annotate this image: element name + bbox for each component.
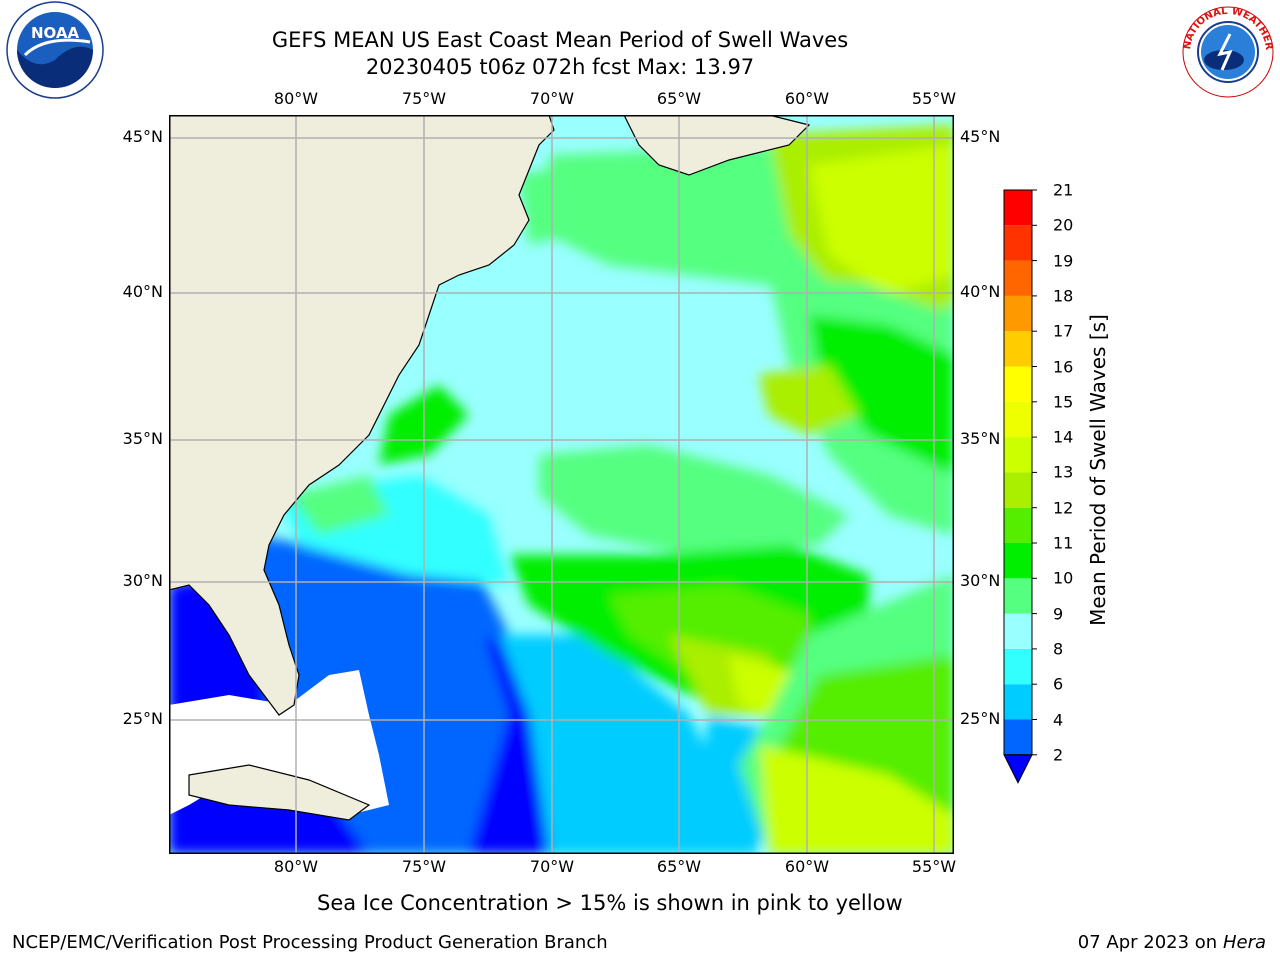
colorbar-segment: [1004, 648, 1032, 685]
lat-label-left: 45°N: [122, 127, 163, 146]
colorbar-tick-label: 10: [1053, 568, 1074, 588]
lat-label-left: 40°N: [122, 282, 163, 301]
lat-label-right: 45°N: [960, 127, 1001, 146]
colorbar-segment: [1004, 437, 1032, 473]
chart-subtitle: 20230405 t06z 072h fcst Max: 13.97: [365, 55, 755, 79]
colorbar-segment: [1004, 366, 1032, 402]
lon-label-bottom: 60°W: [784, 857, 830, 876]
map-frame: [169, 115, 954, 854]
colorbar-segment: [1004, 719, 1032, 755]
colorbar-tick-label: 11: [1053, 533, 1074, 553]
chart-title: GEFS MEAN US East Coast Mean Period of S…: [271, 28, 849, 52]
noaa-logo: NOAA: [0, 0, 110, 105]
lat-label-left: 30°N: [122, 571, 163, 590]
lon-label-top: 60°W: [784, 89, 830, 108]
footer-machine: Hera: [1222, 932, 1266, 953]
colorbar-tick-label: 4: [1053, 710, 1064, 729]
colorbar-segment: [1004, 401, 1032, 438]
lon-label-bottom: 75°W: [401, 857, 447, 876]
colorbar-title: Mean Period of Swell Waves [s]: [1086, 314, 1110, 626]
swell-period-map: [169, 115, 954, 854]
nova-scotia-land: [623, 115, 811, 176]
lon-label-bottom: 65°W: [656, 857, 702, 876]
lat-label-right: 30°N: [960, 571, 1001, 590]
lon-label-bottom: 70°W: [529, 857, 575, 876]
colorbar-segment: [1004, 472, 1032, 508]
north-america-land: [169, 115, 555, 716]
colorbar-tick-label: 18: [1053, 286, 1074, 306]
colorbar-segment: [1004, 613, 1032, 649]
lon-label-bottom: 55°W: [911, 857, 957, 876]
noaa-logo-text: NOAA: [31, 24, 80, 42]
footer-date: 07 Apr 2023 on: [1077, 932, 1223, 953]
colorbar-segment: [1004, 295, 1032, 332]
colorbar-segment: [1004, 225, 1032, 261]
colorbar-tick-label: 6: [1053, 674, 1064, 694]
colorbar-extend-arrow: [1003, 754, 1033, 784]
colorbar: [1003, 189, 1037, 784]
lat-label-right: 40°N: [960, 282, 1001, 301]
sea-ice-note: Sea Ice Concentration > 15% is shown in …: [317, 891, 903, 915]
lat-label-right: 25°N: [960, 709, 1001, 728]
lon-label-top: 65°W: [656, 89, 702, 108]
lat-label-right: 35°N: [960, 429, 1001, 448]
lon-label-top: 55°W: [911, 89, 957, 108]
colorbar-segment: [1004, 190, 1032, 226]
colorbar-segment: [1004, 507, 1032, 543]
colorbar-tick-label: 14: [1053, 427, 1074, 447]
colorbar-segment: [1004, 260, 1032, 296]
lon-label-top: 70°W: [529, 89, 575, 108]
cuba-land: [188, 764, 371, 821]
gridlines: [169, 115, 954, 854]
lat-label-left: 35°N: [122, 429, 163, 448]
colorbar-tick-label: 12: [1053, 498, 1074, 518]
colorbar-tick-label: 21: [1053, 180, 1074, 200]
lon-label-top: 80°W: [273, 89, 319, 108]
colorbar-segment: [1004, 578, 1032, 614]
lon-label-bottom: 80°W: [273, 857, 319, 876]
footer-right: 07 Apr 2023 on Hera: [1078, 932, 1266, 953]
colorbar-tick-label: 20: [1053, 215, 1074, 235]
colorbar-tick-label: 16: [1053, 357, 1074, 376]
colorbar-tick-label: 19: [1053, 251, 1074, 271]
colorbar-segment: [1004, 543, 1032, 579]
colorbar-tick-label: 9: [1053, 604, 1064, 624]
colorbar-segment: [1004, 331, 1032, 367]
lon-label-top: 75°W: [401, 89, 447, 108]
nws-logo: NATIONAL WEATHER SERVICE: [1174, 0, 1278, 104]
colorbar-segment: [1004, 684, 1032, 720]
colorbar-tick-label: 8: [1053, 639, 1064, 659]
colorbar-tick-label: 15: [1053, 392, 1074, 412]
lat-label-left: 25°N: [122, 709, 163, 728]
colorbar-tick-label: 13: [1053, 462, 1074, 482]
colorbar-tick-label: 17: [1053, 321, 1074, 341]
colorbar-tick-label: 2: [1053, 745, 1064, 765]
footer-left: NCEP/EMC/Verification Post Processing Pr…: [12, 932, 608, 953]
